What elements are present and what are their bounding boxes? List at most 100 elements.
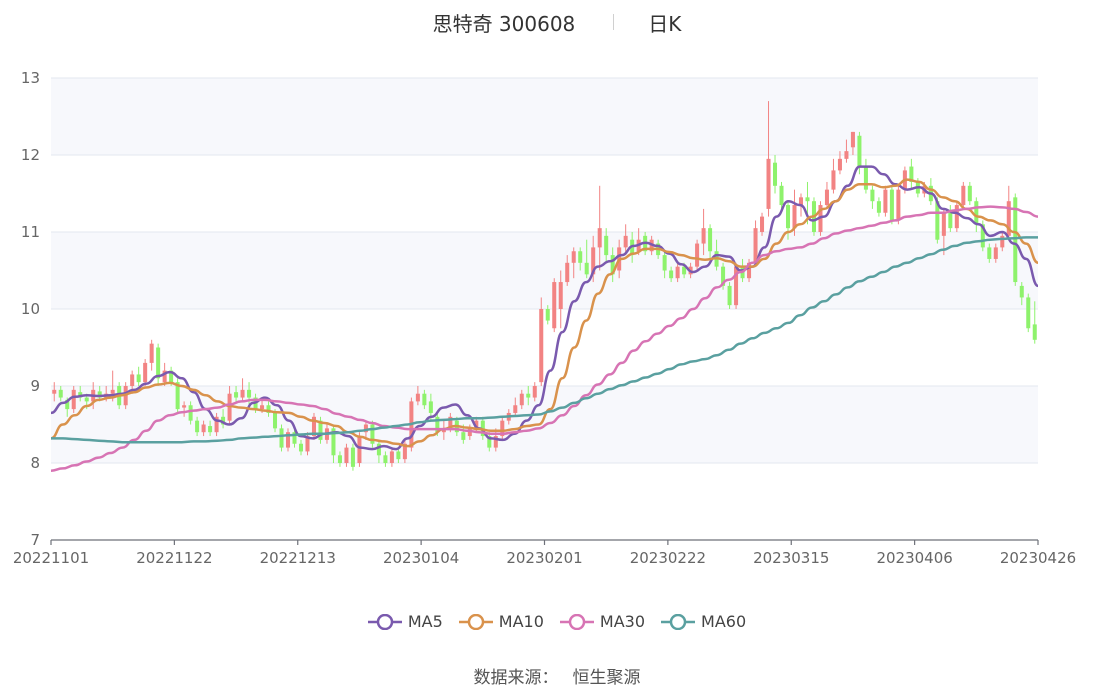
candle bbox=[305, 432, 310, 456]
legend-marker-ma5 bbox=[367, 613, 402, 630]
candle bbox=[909, 158, 914, 190]
candle-body bbox=[474, 420, 479, 429]
candle bbox=[422, 389, 427, 410]
candle bbox=[844, 139, 849, 163]
candle-body bbox=[565, 262, 570, 283]
candle bbox=[896, 185, 901, 225]
candle-body bbox=[493, 436, 498, 448]
candle-body bbox=[779, 185, 784, 206]
candle-body bbox=[532, 386, 537, 398]
title-separator bbox=[613, 14, 615, 30]
candle-body bbox=[766, 158, 771, 209]
candle-body bbox=[84, 397, 89, 402]
candle-body bbox=[130, 374, 135, 386]
legend-item-ma60[interactable]: MA60 bbox=[661, 612, 746, 631]
candle bbox=[58, 386, 63, 402]
candle bbox=[337, 451, 342, 467]
legend-marker-ma60 bbox=[661, 613, 696, 630]
legend-marker-ma30 bbox=[559, 613, 594, 630]
candle-body bbox=[221, 416, 226, 425]
candle bbox=[578, 247, 583, 271]
candle bbox=[1019, 282, 1024, 306]
candle bbox=[785, 201, 791, 240]
candle bbox=[298, 439, 304, 456]
stock-title: 思特奇 300608 bbox=[432, 11, 576, 36]
candle-body bbox=[201, 424, 206, 433]
candle-body bbox=[870, 189, 875, 202]
candle-body bbox=[980, 224, 985, 248]
candle-body bbox=[389, 451, 394, 463]
candle-body bbox=[844, 151, 849, 159]
candle-body bbox=[863, 166, 868, 190]
candle bbox=[708, 224, 713, 263]
candle-body bbox=[467, 428, 472, 437]
candle-body bbox=[591, 247, 596, 275]
candle bbox=[350, 443, 355, 471]
candle-body bbox=[513, 405, 518, 413]
candle bbox=[1013, 193, 1018, 286]
legend-label-ma5: MA5 bbox=[407, 612, 443, 631]
candle-body bbox=[136, 374, 141, 383]
candle-body bbox=[415, 393, 420, 402]
candle bbox=[870, 185, 875, 209]
period-tab[interactable]: 日K bbox=[648, 11, 682, 36]
candle bbox=[201, 420, 206, 437]
y-tick-label: 13 bbox=[21, 69, 40, 87]
candle-body bbox=[143, 362, 148, 383]
candle-body bbox=[623, 235, 628, 248]
legend-item-ma30[interactable]: MA30 bbox=[559, 612, 645, 631]
candle-body bbox=[896, 189, 901, 221]
candle bbox=[552, 278, 557, 333]
candle-body bbox=[149, 343, 154, 363]
candle bbox=[214, 412, 219, 437]
candle bbox=[837, 151, 842, 175]
candle-body bbox=[1013, 197, 1018, 283]
candle-body bbox=[526, 393, 531, 398]
candle bbox=[604, 228, 609, 263]
candle-body bbox=[461, 432, 466, 440]
candle-body bbox=[487, 436, 492, 448]
y-tick-label: 7 bbox=[30, 531, 40, 549]
candle bbox=[1026, 293, 1031, 333]
candle-body bbox=[292, 432, 297, 444]
candle bbox=[610, 247, 615, 283]
candle bbox=[539, 297, 544, 386]
candle-body bbox=[182, 405, 187, 408]
legend-item-ma10[interactable]: MA10 bbox=[458, 612, 544, 631]
candle bbox=[370, 420, 375, 448]
candle-body bbox=[162, 370, 167, 383]
plot-background bbox=[51, 78, 1038, 463]
candle bbox=[415, 386, 420, 406]
candle bbox=[500, 416, 505, 440]
candle-body bbox=[396, 451, 401, 460]
candle-body bbox=[383, 455, 388, 463]
candle bbox=[876, 197, 881, 217]
legend-item-ma5[interactable]: MA5 bbox=[367, 612, 443, 631]
candle bbox=[221, 409, 226, 429]
candle bbox=[402, 439, 407, 463]
candle-body bbox=[708, 228, 713, 252]
candle bbox=[734, 262, 739, 309]
candle bbox=[149, 339, 154, 371]
y-tick-label: 8 bbox=[30, 454, 40, 472]
legend-label-ma10: MA10 bbox=[498, 612, 544, 631]
candle bbox=[182, 401, 187, 417]
candle-body bbox=[734, 266, 739, 306]
candle-body bbox=[247, 389, 252, 398]
candle-body bbox=[675, 266, 680, 279]
candle bbox=[383, 451, 388, 467]
candle-body bbox=[363, 424, 368, 433]
candle bbox=[195, 416, 200, 437]
candle-body bbox=[195, 420, 200, 433]
candle bbox=[831, 158, 836, 194]
candle bbox=[71, 386, 76, 413]
candle bbox=[1006, 185, 1011, 240]
candle-body bbox=[169, 370, 174, 383]
candle-body bbox=[727, 285, 732, 306]
candle-body bbox=[500, 420, 505, 437]
candle-body bbox=[448, 416, 453, 429]
candle bbox=[727, 282, 732, 309]
candle-body bbox=[1026, 297, 1031, 329]
candle-body bbox=[539, 309, 544, 383]
candle-body bbox=[110, 389, 115, 394]
